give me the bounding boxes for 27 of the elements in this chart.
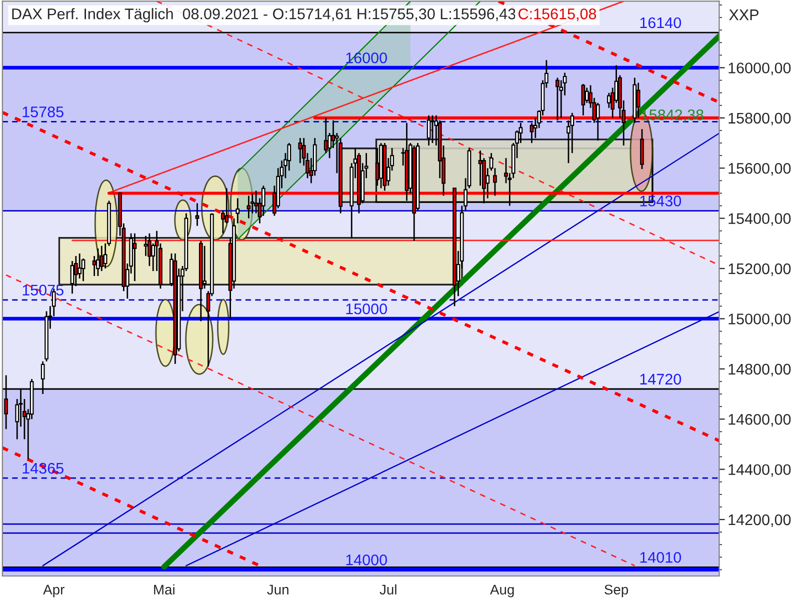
annotation: 15430: [640, 196, 682, 206]
y-tick-label: 16000,00: [728, 62, 791, 76]
y-tick-label: 15800,00: [728, 112, 791, 126]
y-tick-label: 15000,00: [728, 314, 791, 326]
annotation: 14000: [346, 554, 387, 566]
annotation: 14720: [640, 374, 682, 385]
x-tick-label: Aug: [490, 584, 514, 598]
y-tick-label: 15600,00: [728, 162, 791, 176]
chart-subtitle: C:15615,08: [518, 8, 596, 22]
y-axis-title: XXP: [729, 10, 758, 20]
y-tick-label: 15400,00: [728, 213, 791, 226]
y-tick-label: 15200,00: [728, 263, 791, 276]
annotation: 14010: [640, 552, 682, 563]
annotation: 15785: [22, 106, 64, 118]
x-tick-label: Mai: [154, 584, 174, 595]
y-tick-label: 14600,00: [728, 414, 791, 427]
x-tick-label: Jul: [380, 584, 396, 595]
y-tick-label: 14200,00: [728, 514, 791, 528]
annotation: 15000: [346, 303, 387, 314]
y-tick-label: 14800,00: [728, 364, 791, 376]
chart-title: DAX Perf. Index Täglich 08.09.2021 - O:15714,61 H:15755,30 L:15596,43: [12, 8, 516, 22]
y-tick-label: 14400,00: [728, 464, 791, 477]
x-tick-label: Sep: [604, 584, 628, 598]
x-tick-label: Apr: [43, 584, 64, 598]
annotation: 15075: [22, 284, 64, 296]
annotation: 16140: [640, 17, 682, 28]
x-tick-label: Jun: [267, 584, 288, 595]
